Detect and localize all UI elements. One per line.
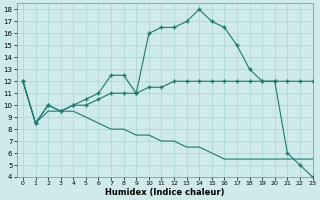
X-axis label: Humidex (Indice chaleur): Humidex (Indice chaleur) — [105, 188, 224, 197]
